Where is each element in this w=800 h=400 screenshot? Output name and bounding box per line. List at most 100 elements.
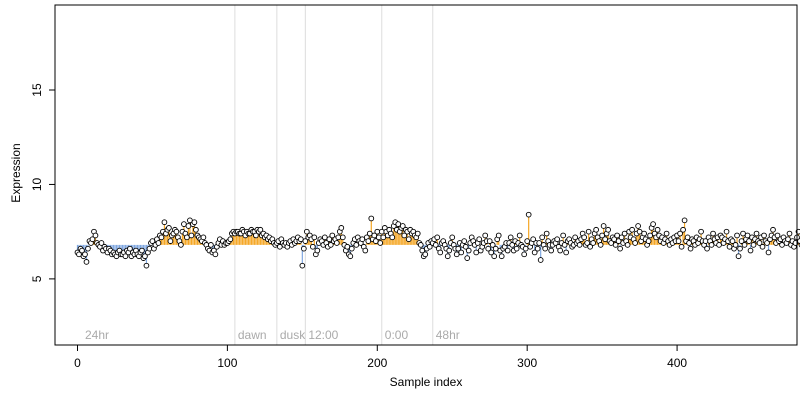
phase-label-4: 0:00: [385, 328, 409, 342]
point-0-451: [750, 242, 757, 248]
point-0-151: [300, 245, 307, 252]
point-0-293: [513, 245, 520, 252]
point-0-370: [629, 226, 635, 233]
point-0-340: [584, 240, 590, 246]
point-0-276: [488, 249, 495, 256]
point-0-439: [732, 242, 739, 248]
data-points: [74, 211, 800, 269]
point-0-475: [786, 230, 793, 237]
phase-annotations: 24hr dawn dusk 12:00 0:00 48hr: [85, 328, 460, 342]
y-tick-label-1: 10: [30, 177, 44, 191]
point-0-464: [770, 226, 776, 233]
point-0-287: [504, 247, 511, 254]
point-0-268: [476, 236, 483, 243]
x-tick-label-1: 100: [217, 356, 237, 370]
point-0-467: [774, 232, 781, 239]
point-0-274: [485, 245, 492, 252]
point-0-442: [737, 245, 743, 252]
point-0-322: [557, 247, 564, 254]
point-0-298: [521, 251, 528, 258]
point-0-461: [765, 249, 772, 256]
point-0-381: [645, 238, 652, 244]
point-0-277: [489, 242, 496, 248]
point-0-170: [329, 232, 336, 239]
point-0-320: [554, 236, 561, 243]
point-0-387: [654, 226, 661, 233]
point-0-176: [338, 225, 345, 231]
point-0-177: [339, 234, 346, 241]
point-0-404: [680, 226, 686, 233]
point-0-290: [509, 242, 516, 248]
y-axis: 5 10 15: [30, 83, 55, 282]
point-0-433: [723, 228, 730, 235]
point-0-458: [761, 232, 767, 239]
point-0-261: [465, 247, 472, 254]
point-0-102: [227, 236, 234, 243]
point-0-58: [161, 219, 168, 226]
point-0-173: [333, 240, 340, 246]
phase-lines: [234, 5, 434, 345]
point-0-307: [534, 245, 541, 252]
point-0-362: [617, 245, 623, 252]
point-0-16: [98, 240, 105, 246]
point-0-335: [576, 242, 583, 248]
point-0-405: [681, 217, 688, 224]
point-0-232: [422, 251, 429, 258]
point-0-346: [593, 226, 599, 233]
point-0-235: [426, 243, 433, 250]
point-0-248: [446, 247, 453, 254]
point-0-372: [632, 240, 638, 246]
x-axis: 0 100 200 300 400: [74, 345, 687, 370]
point-0-283: [498, 253, 505, 260]
point-0-32: [122, 253, 129, 260]
point-0-66: [173, 228, 180, 235]
point-0-92: [212, 251, 219, 258]
point-0-441: [735, 253, 742, 260]
point-0-202: [377, 240, 384, 246]
point-0-455: [756, 240, 763, 246]
point-0-54: [155, 240, 162, 246]
point-0-152: [302, 238, 309, 244]
point-0-281: [495, 232, 502, 239]
point-0-61: [166, 225, 172, 231]
point-0-416: [698, 228, 704, 235]
point-0-35: [127, 245, 133, 252]
point-0-448: [746, 238, 752, 244]
point-0-62: [167, 238, 174, 244]
point-0-122: [257, 226, 264, 233]
x-tick-label-2: 200: [367, 356, 387, 370]
point-0-272: [482, 232, 489, 239]
point-0-56: [158, 234, 165, 241]
point-0-359: [612, 242, 619, 248]
point-0-341: [585, 228, 592, 235]
point-0-445: [741, 242, 748, 248]
point-0-312: [542, 245, 549, 252]
point-0-278: [491, 253, 498, 260]
phase-label-1: dawn: [238, 328, 267, 342]
plot-frame: [54, 4, 798, 346]
phase-label-3: 12:00: [308, 328, 338, 342]
point-0-316: [548, 247, 555, 254]
point-0-89: [208, 242, 214, 248]
point-0-69: [178, 242, 184, 248]
point-0-153: [303, 228, 310, 235]
point-0-324: [560, 232, 567, 239]
point-0-221: [405, 236, 412, 243]
y-axis-title: Expression: [9, 143, 23, 202]
point-0-453: [753, 230, 760, 237]
point-0-367: [624, 242, 631, 248]
point-0-259: [462, 243, 469, 250]
x-tick-label-4: 400: [667, 356, 687, 370]
point-0-440: [734, 232, 740, 239]
point-0-218: [401, 232, 408, 239]
point-0-363: [618, 234, 625, 241]
point-0-325: [561, 242, 568, 248]
y-tick-label-2: 15: [30, 83, 44, 97]
phase-label-0: 24hr: [85, 328, 109, 342]
y-tick-label-0: 5: [30, 275, 44, 282]
point-0-374: [635, 223, 641, 229]
point-0-5: [82, 251, 88, 258]
point-0-326: [563, 249, 570, 256]
point-0-424: [710, 230, 716, 237]
point-0-258: [461, 238, 468, 244]
